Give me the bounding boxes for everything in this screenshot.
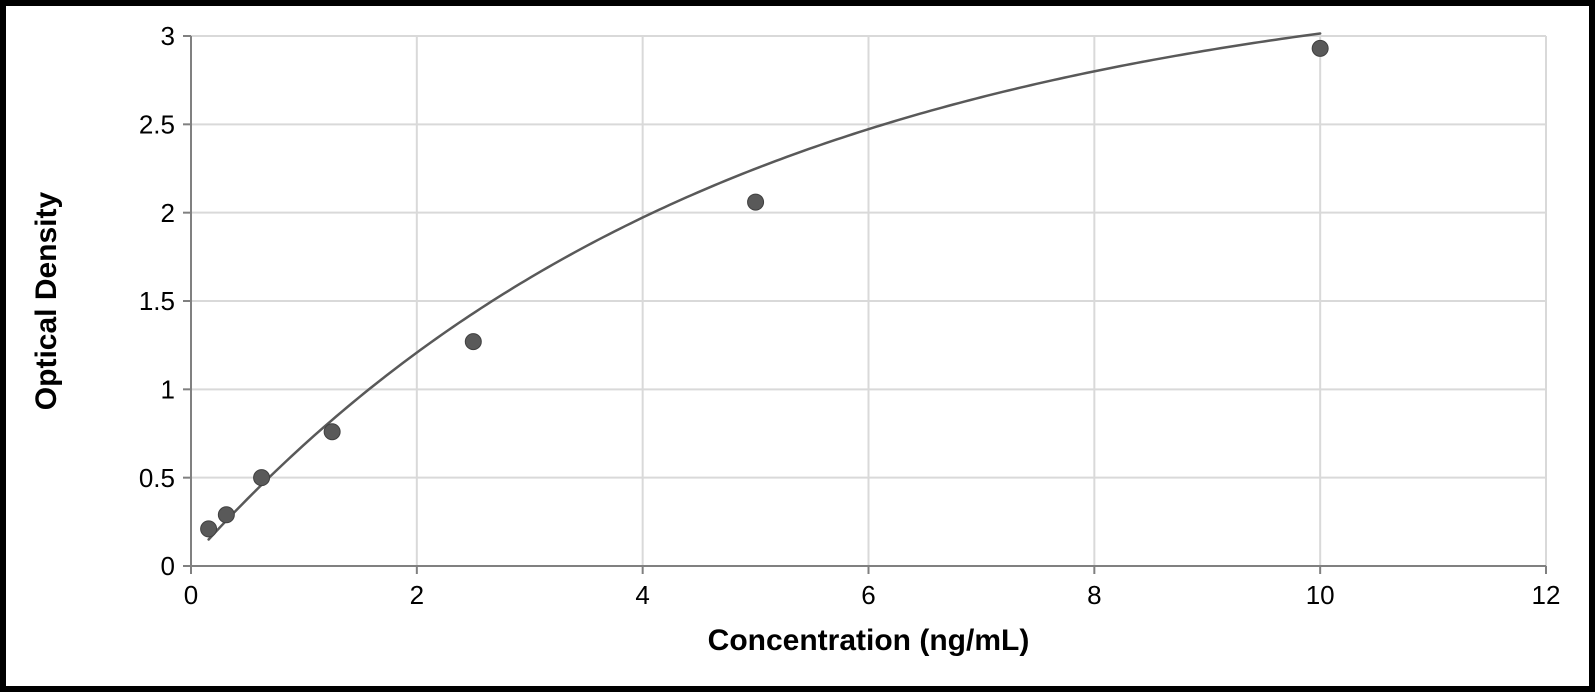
x-tick-label: 12 xyxy=(1532,580,1561,610)
chart-svg: 0 2 4 6 8 10 12 0 0.5 1 1.5 2 2.5 3 Concentration (ng/… xyxy=(6,6,1589,686)
data-point xyxy=(254,470,270,486)
y-axis-label: Optical Density xyxy=(30,191,63,410)
data-point xyxy=(218,507,234,523)
y-tick-label: 0.5 xyxy=(139,463,175,493)
x-tick-label: 4 xyxy=(635,580,649,610)
chart-container: 0 2 4 6 8 10 12 0 0.5 1 1.5 2 2.5 3 Concentration (ng/… xyxy=(6,6,1589,686)
x-tick-label: 6 xyxy=(861,580,875,610)
chart-frame: 0 2 4 6 8 10 12 0 0.5 1 1.5 2 2.5 3 Concentration (ng/… xyxy=(0,0,1595,692)
y-tick-label: 0 xyxy=(161,551,175,581)
x-tick-label: 0 xyxy=(184,580,198,610)
data-point xyxy=(324,424,340,440)
x-tick-label: 10 xyxy=(1306,580,1335,610)
data-point xyxy=(465,334,481,350)
data-point xyxy=(201,521,217,537)
y-tick-label: 1.5 xyxy=(139,286,175,316)
y-tick-label: 3 xyxy=(161,21,175,51)
data-point xyxy=(748,194,764,210)
data-point xyxy=(1312,40,1328,56)
x-tick-label: 8 xyxy=(1087,580,1101,610)
y-tick-label: 1 xyxy=(161,374,175,404)
x-axis-label: Concentration (ng/mL) xyxy=(708,624,1030,657)
y-tick-label: 2 xyxy=(161,198,175,228)
x-tick-label: 2 xyxy=(410,580,424,610)
y-tick-label: 2.5 xyxy=(139,109,175,139)
